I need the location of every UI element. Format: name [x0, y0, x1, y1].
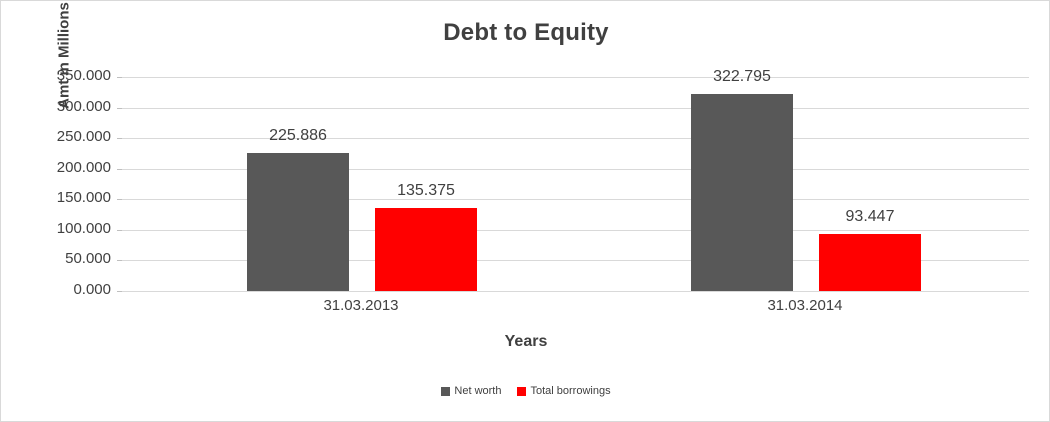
x-axis-category-label: 31.03.2013 — [323, 297, 399, 314]
y-axis-tick-mark — [117, 199, 122, 200]
y-axis-tick-label: 250.000 — [56, 128, 111, 145]
x-axis-title: Years — [504, 333, 548, 350]
y-axis-tick-label: 350.000 — [56, 67, 111, 84]
gridline — [122, 291, 1029, 292]
y-axis-tick-label: 300.000 — [56, 98, 111, 115]
gridline — [122, 199, 1029, 200]
plot-area — [117, 77, 1029, 292]
legend-item[interactable]: Total borrowings — [517, 385, 611, 397]
legend-swatch-icon — [517, 386, 527, 396]
bar-value-label: 225.886 — [269, 127, 327, 144]
y-axis-tick-label: 200.000 — [56, 159, 111, 176]
gridline — [122, 230, 1029, 231]
gridline — [122, 169, 1029, 170]
x-axis-category-label: 31.03.2014 — [767, 297, 843, 314]
y-axis-tick-label: 150.000 — [56, 189, 111, 206]
bar[interactable] — [375, 208, 477, 291]
bar-value-label: 135.375 — [397, 182, 455, 199]
bar[interactable] — [691, 94, 793, 291]
y-axis-tick-mark — [117, 108, 122, 109]
y-axis-tick-mark — [117, 260, 122, 261]
y-axis-tick-mark — [117, 291, 122, 292]
gridline — [122, 138, 1029, 139]
bar[interactable] — [819, 234, 921, 291]
bar[interactable] — [247, 153, 349, 291]
y-axis-tick-label: 0.000 — [73, 281, 111, 298]
legend-label: Net worth — [454, 385, 502, 397]
gridline — [122, 77, 1029, 78]
bar-value-label: 322.795 — [713, 68, 771, 85]
y-axis-tick-mark — [117, 138, 122, 139]
chart-title: Debt to Equity — [443, 19, 609, 46]
legend-swatch-icon — [441, 386, 451, 396]
chart-legend: Net worth Total borrowings — [1, 385, 1049, 397]
legend-label: Total borrowings — [530, 385, 611, 397]
bar-value-label: 93.447 — [845, 208, 895, 225]
legend-item[interactable]: Net worth — [441, 385, 501, 397]
y-axis-tick-mark — [117, 169, 122, 170]
y-axis-tick-label: 50.000 — [65, 250, 111, 267]
gridline — [122, 260, 1029, 261]
y-axis-tick-mark — [117, 77, 122, 78]
gridline — [122, 108, 1029, 109]
y-axis-tick-label: 100.000 — [56, 220, 111, 237]
y-axis-tick-mark — [117, 230, 122, 231]
